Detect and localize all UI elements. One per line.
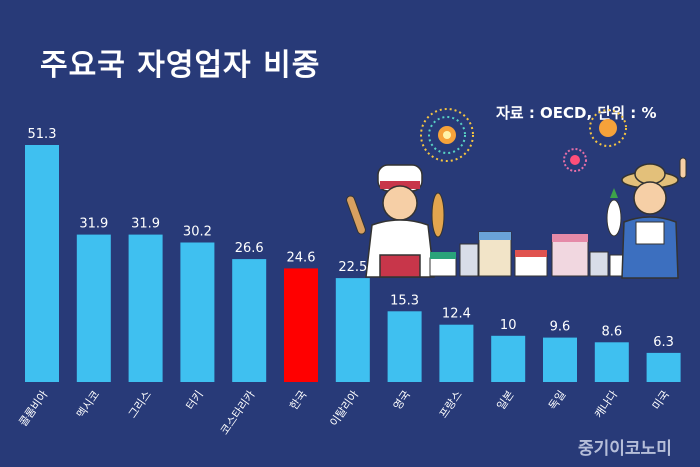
bar-1 (25, 145, 59, 382)
watermark-text: 중기이코노미 (578, 439, 672, 459)
value-label-3: 31.9 (131, 217, 160, 232)
farmer-illustration (606, 157, 687, 279)
category-label-4: 터키 (184, 388, 206, 412)
value-label-4: 30.2 (183, 225, 212, 240)
value-label-11: 9.6 (550, 320, 571, 335)
category-label-3: 그리스 (126, 388, 154, 420)
category-label-6: 한국 (287, 388, 309, 412)
value-label-8: 15.3 (390, 293, 419, 308)
value-label-1: 51.3 (28, 127, 57, 142)
bar-4 (180, 242, 215, 382)
category-label-13: 미국 (650, 388, 672, 412)
bars-layer: 51.3 콜롬비아 31.9 멕시코 31.9 그리스 30.2 터키 26.6 코스타리카 24.… (17, 127, 681, 437)
category-label-12: 캐나다 (592, 388, 620, 420)
value-label-9: 12.4 (442, 307, 471, 322)
bar-2 (76, 234, 111, 382)
firework-small (563, 148, 587, 172)
bar-3 (128, 234, 163, 382)
value-label-6: 24.6 (287, 250, 316, 265)
fireworks-illustration (420, 108, 627, 172)
value-label-5: 26.6 (235, 241, 264, 256)
category-label-10: 일본 (494, 388, 517, 413)
chart-title: 주요국 자영업자 비중 (40, 48, 321, 83)
bar-13 (646, 352, 681, 382)
bar-6 (284, 268, 318, 382)
bar-5 (232, 259, 267, 382)
category-label-7: 이탈리아 (327, 388, 361, 429)
bar-8 (387, 311, 422, 382)
value-label-2: 31.9 (79, 217, 108, 232)
bar-10 (491, 335, 526, 382)
buildings-illustration (429, 231, 631, 277)
category-label-9: 프랑스 (437, 388, 465, 420)
firework-large (420, 108, 474, 162)
bar-9 (439, 324, 474, 382)
firework-medium (589, 109, 627, 147)
source-note: 자료 : OECD, 단위 : % (496, 104, 657, 122)
category-label-1: 콜롬비아 (17, 388, 51, 429)
bar-12 (594, 342, 629, 382)
value-label-7: 22.5 (338, 260, 367, 275)
bar-7 (335, 278, 370, 382)
chef-illustration (346, 164, 445, 278)
value-label-13: 6.3 (653, 335, 674, 350)
category-label-8: 영국 (391, 388, 413, 412)
category-label-11: 독일 (545, 388, 568, 413)
category-label-2: 멕시코 (74, 388, 102, 420)
value-label-12: 8.6 (601, 324, 622, 339)
bar-11 (543, 337, 577, 382)
value-label-10: 10 (500, 318, 517, 333)
category-label-5: 코스타리카 (218, 388, 258, 437)
